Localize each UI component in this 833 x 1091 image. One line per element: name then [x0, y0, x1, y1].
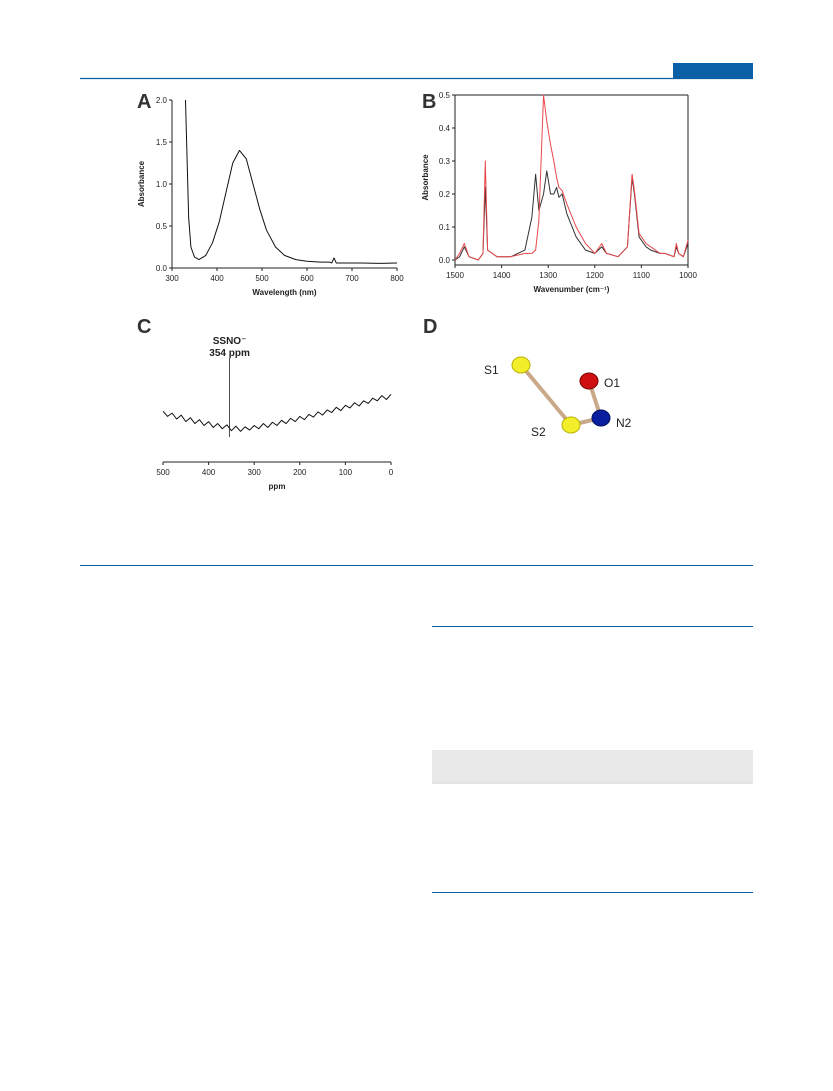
y-tick-label: 0.5 — [439, 91, 451, 100]
x-tick-label: 200 — [293, 468, 307, 477]
panel-label: B — [422, 91, 436, 113]
atom-label: N2 — [616, 416, 632, 430]
x-tick-label: 600 — [300, 274, 314, 283]
y-tick-label: 0.0 — [439, 256, 451, 265]
annotation-text: SSNO⁻ — [213, 336, 247, 347]
x-tick-label: 400 — [202, 468, 216, 477]
y-tick-label: 1.0 — [156, 180, 168, 189]
series-line — [185, 99, 398, 264]
x-tick-label: 100 — [339, 468, 353, 477]
x-tick-label: 1000 — [679, 271, 697, 280]
y-tick-label: 0.4 — [439, 124, 451, 133]
bond — [519, 363, 573, 427]
y-axis-label: Absorbance — [421, 154, 430, 201]
x-tick-label: 300 — [165, 274, 179, 283]
x-tick-label: 500 — [255, 274, 269, 283]
x-tick-label: 1500 — [446, 271, 464, 280]
molecule: D S1 O1 N2 S2 — [423, 316, 632, 439]
atom-label: S1 — [484, 363, 499, 377]
y-axis-label: Absorbance — [137, 160, 146, 207]
atom-label: O1 — [604, 376, 620, 390]
panel-label: A — [137, 91, 151, 113]
x-axis-label: Wavenumber (cm⁻¹) — [534, 285, 610, 294]
atom — [579, 372, 599, 390]
panel-label: D — [423, 316, 437, 338]
x-tick-label: 700 — [345, 274, 359, 283]
series-line — [454, 94, 689, 261]
x-tick-label: 1100 — [633, 271, 651, 280]
atom-label: S2 — [531, 425, 546, 439]
y-tick-label: 1.5 — [156, 138, 168, 147]
x-tick-label: 300 — [248, 468, 262, 477]
annotation-label: 354 ppm — [209, 348, 250, 359]
x-tick-label: 800 — [390, 274, 404, 283]
table-header — [432, 750, 753, 782]
y-tick-label: 0.2 — [439, 190, 451, 199]
atom — [591, 409, 611, 427]
x-tick-label: 1200 — [586, 271, 604, 280]
x-tick-label: 1300 — [539, 271, 557, 280]
y-tick-label: 0.5 — [156, 222, 168, 231]
y-tick-label: 0.0 — [156, 264, 168, 273]
atom — [561, 416, 581, 434]
y-tick-label: 2.0 — [156, 96, 168, 105]
series-line — [162, 393, 392, 432]
x-axis-label: Wavelength (nm) — [252, 288, 316, 297]
x-tick-label: 0 — [389, 468, 394, 477]
panel-label: C — [137, 316, 151, 338]
y-tick-label: 0.3 — [439, 157, 451, 166]
x-axis-label: ppm — [269, 482, 286, 491]
x-tick-label: 400 — [210, 274, 224, 283]
header-block — [673, 63, 753, 78]
y-tick-label: 0.1 — [439, 223, 451, 232]
x-tick-label: 1400 — [493, 271, 511, 280]
x-tick-label: 500 — [156, 468, 170, 477]
atom — [511, 356, 531, 374]
